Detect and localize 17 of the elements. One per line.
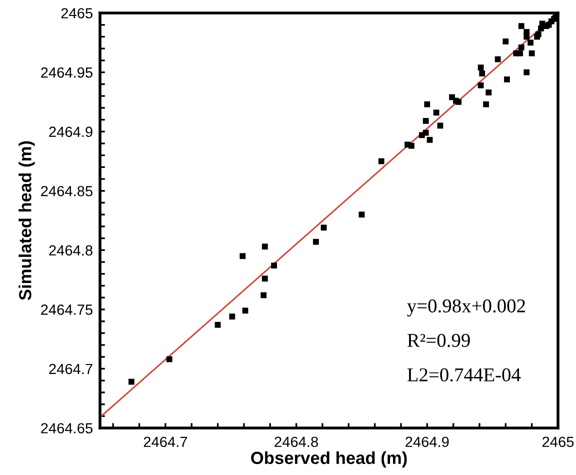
y-tick-label: 2464.85 [41,186,92,196]
annotation: L2=0.744E-04 [407,368,521,382]
x-axis-title: Observed head (m) [251,451,407,468]
y-axis-title: Simulated head (m) [18,141,35,300]
x-tick-label: 2464.7 [144,436,187,448]
x-tick-label: 2465 [542,436,574,448]
y-tick-label: 2464.95 [41,67,92,78]
y-tick-label: 2464.9 [49,126,92,137]
x-tick-label: 2464.9 [406,436,449,448]
y-tick-label: 2464.65 [41,423,92,434]
y-tick-label: 2464.7 [49,364,92,374]
annotation: y=0.98x+0.002 [407,299,525,316]
y-tick-label: 2465 [61,8,92,18]
y-tick-label: 2464.75 [41,304,92,315]
y-tick-label: 2464.8 [49,245,92,256]
x-tick-label: 2464.8 [274,436,318,448]
annotation: R²=0.99 [407,334,470,348]
